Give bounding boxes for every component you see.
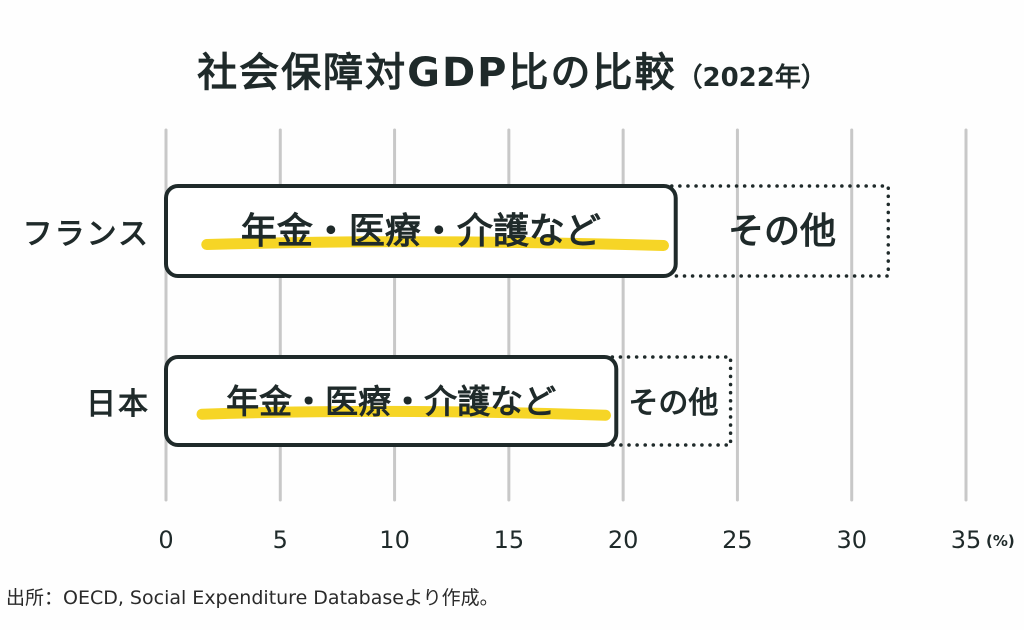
- x-tick-label: 15: [494, 526, 525, 554]
- bar-other: [610, 355, 733, 447]
- x-unit-label: (%): [986, 532, 1015, 550]
- bar-main-label: 年金・医療・介護など: [226, 382, 556, 421]
- chart-title-year: （2022年）: [676, 63, 827, 93]
- category-label: フランス: [23, 217, 150, 252]
- bar-main-label: 年金・医療・介護など: [241, 210, 601, 252]
- highlight-stroke: [201, 236, 669, 251]
- bar-other: [669, 184, 891, 278]
- bar-other-label: その他: [728, 211, 836, 252]
- bar-other-label: その他: [628, 386, 718, 421]
- category-label: 日本: [86, 387, 150, 422]
- x-tick-label: 20: [608, 526, 639, 554]
- chart-title-main: 社会保障対GDP比の比較: [197, 50, 677, 96]
- highlight-stroke: [196, 405, 611, 421]
- chart-title: 社会保障対GDP比の比較（2022年）: [0, 40, 1024, 98]
- bar-main: [164, 355, 619, 447]
- x-tick-label: 35: [951, 526, 982, 554]
- x-tick-label: 10: [379, 526, 410, 554]
- x-tick-label: 5: [273, 526, 288, 554]
- x-tick-label: 30: [836, 526, 867, 554]
- source-note: 出所：OECD, Social Expenditure Databaseより作成…: [6, 587, 499, 609]
- x-tick-label: 0: [158, 526, 173, 554]
- bar-main: [164, 184, 678, 278]
- x-tick-label: 25: [722, 526, 753, 554]
